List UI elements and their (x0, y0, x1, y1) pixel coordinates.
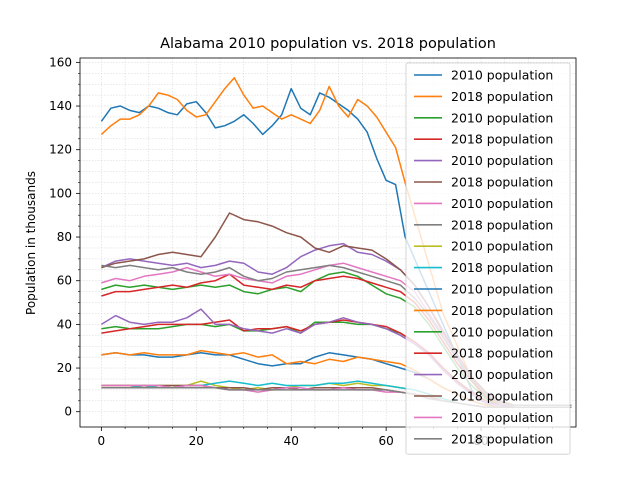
y-tick-label: 120 (49, 143, 72, 157)
chart-title: Alabama 2010 population vs. 2018 populat… (160, 36, 496, 52)
y-tick-label: 60 (57, 274, 72, 288)
axes-frame (79, 57, 577, 428)
legend-entry-1: 2010 population (451, 68, 553, 83)
legend-entry-4: 2018 population (451, 132, 553, 147)
y-tick-label: 80 (57, 230, 72, 244)
legend-entry-15: 2010 population (451, 367, 553, 382)
y-tick-label: 140 (49, 99, 72, 113)
legend-entry-11: 2010 population (451, 282, 553, 297)
x-tick-label: 0 (98, 434, 106, 448)
legend-entry-9: 2010 population (451, 239, 553, 254)
x-tick-label: 20 (189, 434, 204, 448)
y-tick-label: 0 (64, 405, 72, 419)
x-tick-label: 40 (284, 434, 299, 448)
legend-entry-6: 2018 population (451, 175, 553, 190)
legend-entry-17: 2010 population (451, 410, 553, 425)
legend-entry-2: 2018 population (451, 89, 553, 104)
y-tick-label: 160 (49, 55, 72, 69)
legend-entry-7: 2010 population (451, 196, 553, 211)
y-tick-label: 40 (57, 317, 72, 331)
legend-entry-16: 2018 population (451, 389, 553, 404)
y-tick-label: 100 (49, 186, 72, 200)
legend-entry-10: 2018 population (451, 260, 553, 275)
axis-ticks: 020406080020406080100120140160 (49, 55, 553, 448)
legend-entry-12: 2018 population (451, 303, 553, 318)
legend-entry-14: 2018 population (451, 346, 553, 361)
legend-entry-18: 2018 population (451, 431, 553, 446)
legend-entry-8: 2018 population (451, 217, 553, 232)
legend-entry-13: 2010 population (451, 324, 553, 339)
legend: 2010 population 2018 population 2010 popul… (405, 62, 571, 455)
x-tick-label: 60 (379, 434, 394, 448)
y-tick-label: 20 (57, 361, 72, 375)
y-axis-label: Population in thousands (24, 171, 38, 315)
legend-box (405, 62, 571, 455)
legend-entry-5: 2010 population (451, 153, 553, 168)
legend-entry-3: 2010 population (451, 110, 553, 125)
